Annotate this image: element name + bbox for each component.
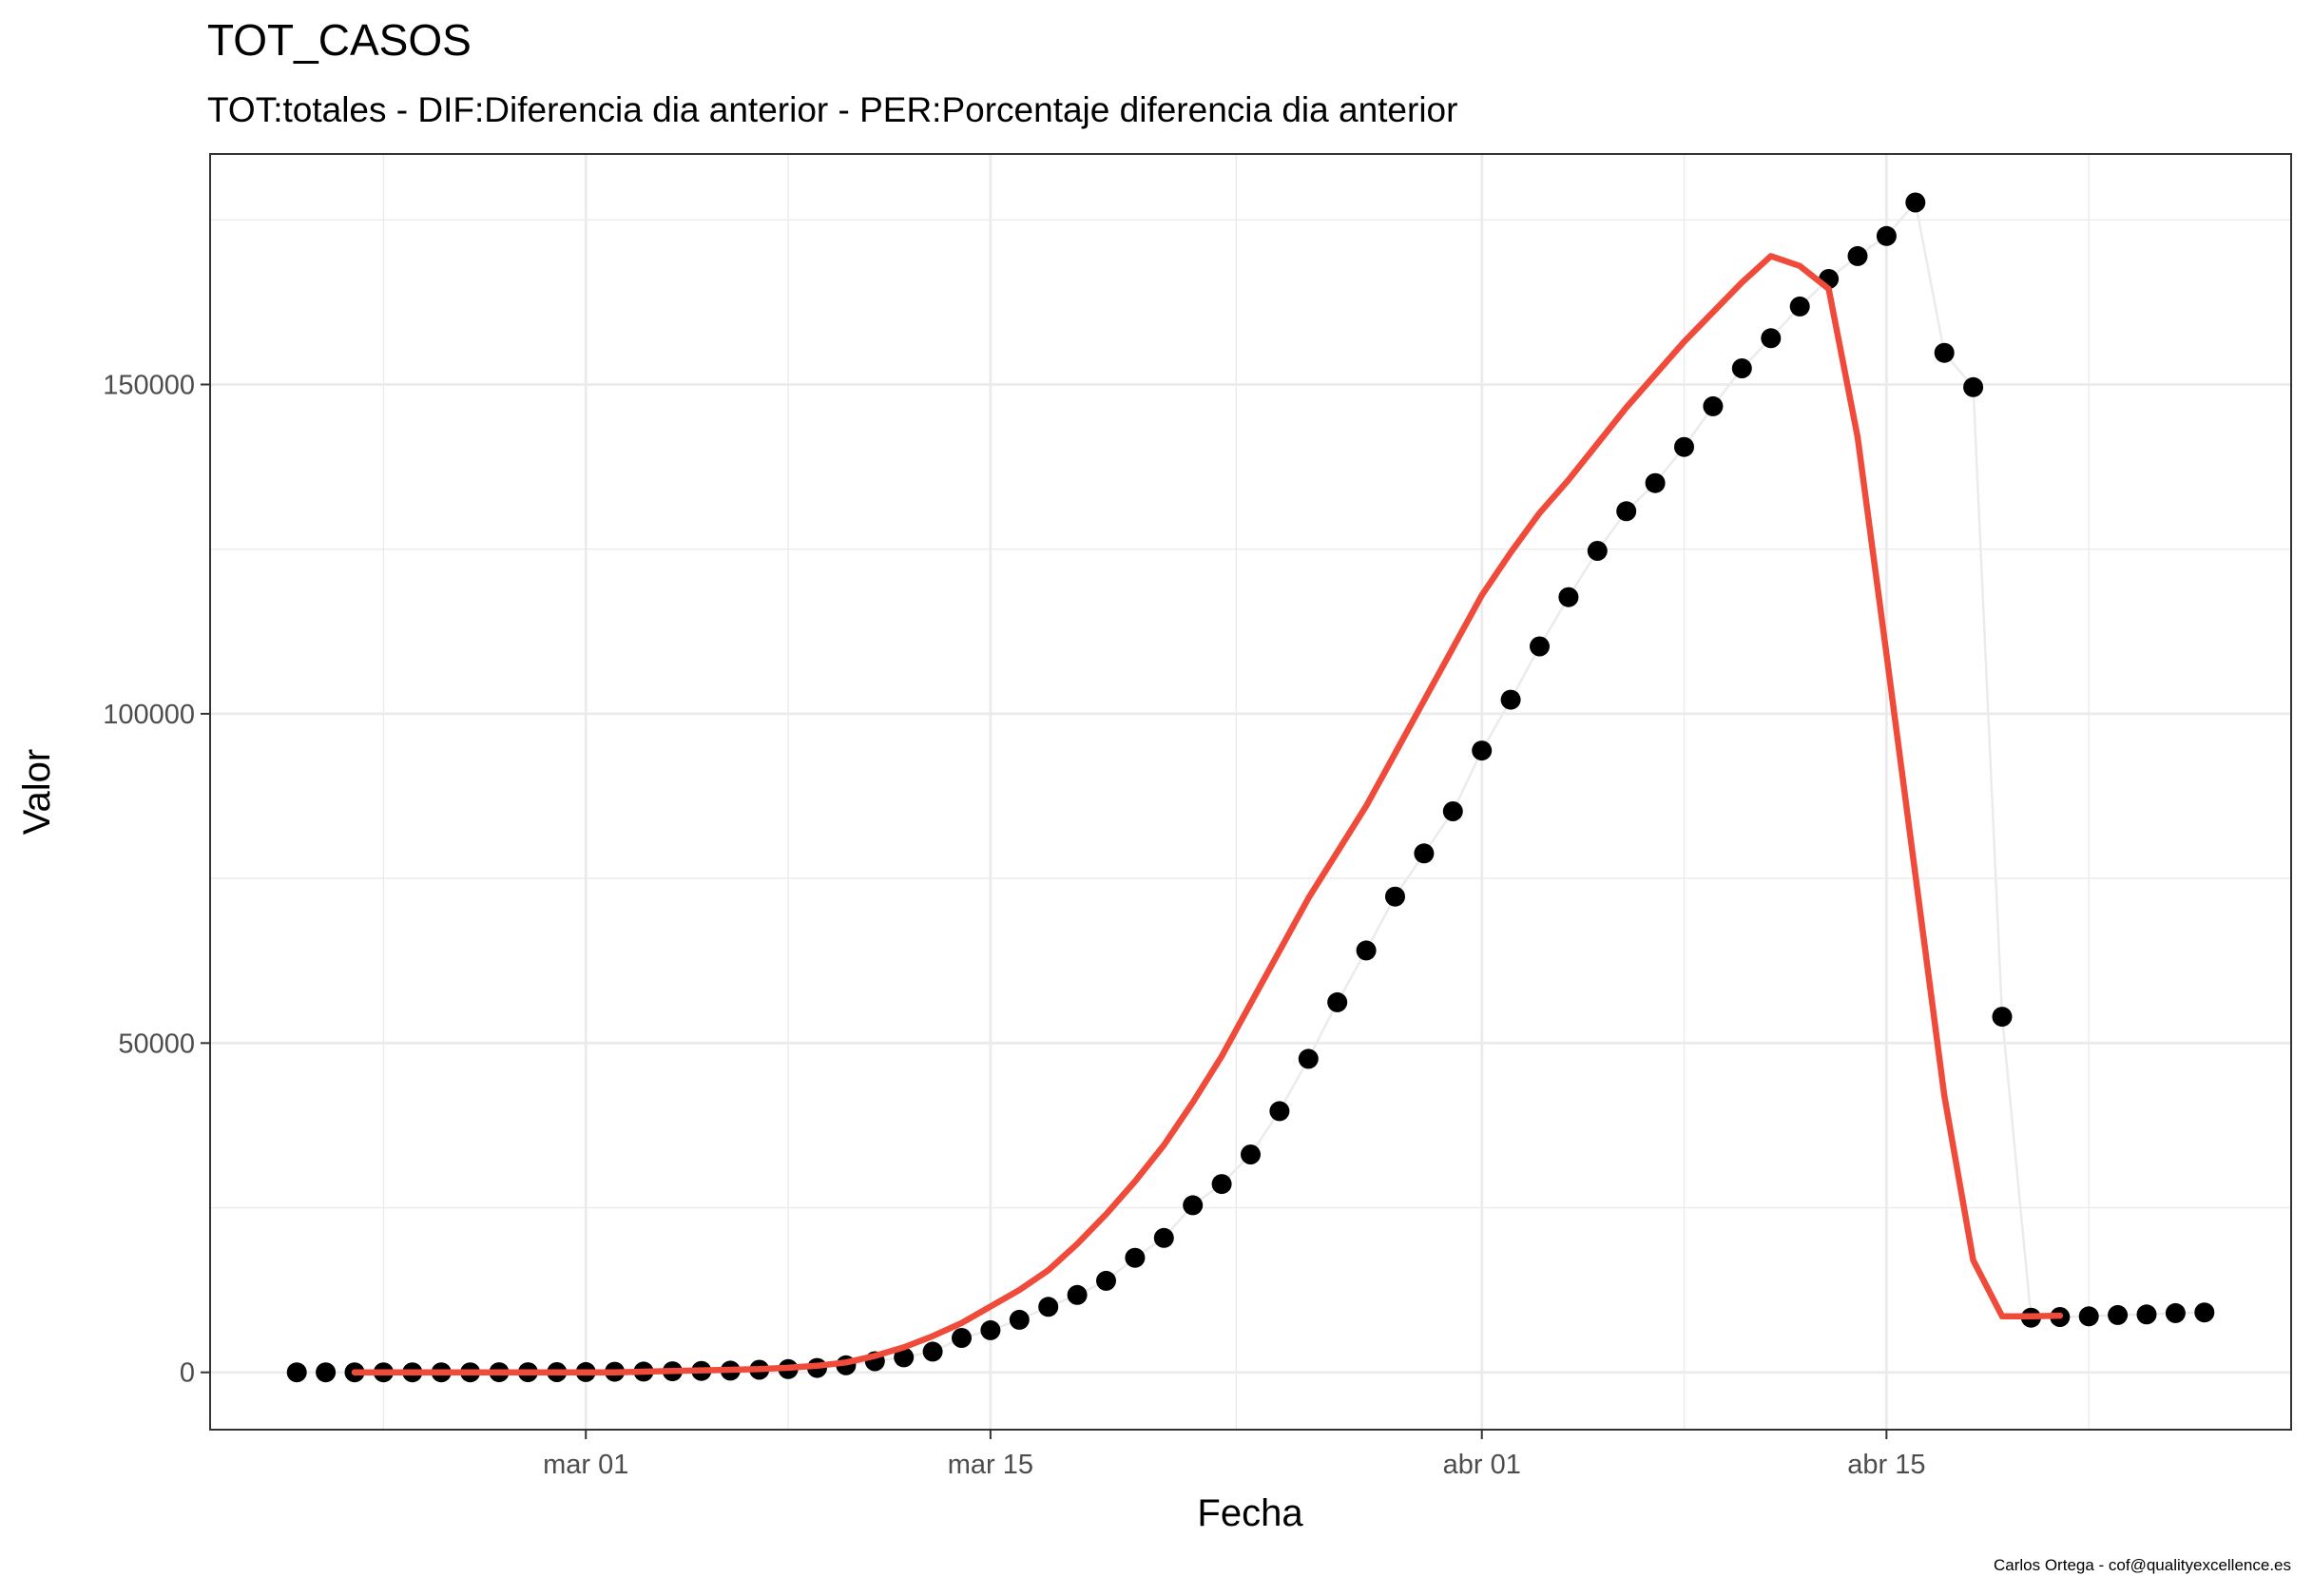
data-point <box>2078 1306 2099 1327</box>
y-axis-title: Valor <box>16 749 58 835</box>
data-point <box>1500 689 1521 710</box>
raw-data-path <box>297 200 2205 1374</box>
data-point <box>1789 296 1810 317</box>
data-point <box>1674 436 1694 457</box>
x-axis-title: Fecha <box>1197 1492 1303 1534</box>
data-point <box>286 1362 307 1383</box>
panel-border <box>209 153 2292 1431</box>
data-point <box>1731 358 1752 378</box>
data-point <box>1530 636 1550 657</box>
data-point <box>2108 1304 2129 1325</box>
data-point <box>1327 991 1348 1012</box>
data-point <box>1356 940 1377 961</box>
x-tick-label: abr 15 <box>1847 1450 1925 1480</box>
smoothed-trend-line <box>351 253 2064 1375</box>
data-point <box>1269 1101 1290 1122</box>
data-point <box>1963 376 1984 397</box>
data-point <box>1761 328 1782 349</box>
data-point <box>1385 886 1405 907</box>
data-point <box>1587 541 1608 561</box>
data-point <box>1153 1227 1174 1248</box>
data-point <box>316 1362 337 1383</box>
data-point <box>1992 1007 2013 1028</box>
data-point <box>1645 472 1666 493</box>
chart-subtitle: TOT:totales - DIF:Diferencia dia anterio… <box>207 90 1457 129</box>
data-point <box>1472 740 1493 761</box>
data-point <box>2194 1302 2215 1323</box>
data-point <box>952 1328 972 1348</box>
data-point <box>1905 192 1926 213</box>
data-point <box>922 1341 943 1362</box>
major-grid <box>210 154 2291 1430</box>
data-point <box>1067 1284 1088 1305</box>
data-point <box>1038 1297 1059 1317</box>
y-tick-label: 0 <box>180 1358 195 1389</box>
data-point <box>1125 1247 1146 1268</box>
data-point <box>1298 1048 1319 1069</box>
raw-data-line <box>297 200 2205 1374</box>
data-point <box>894 1347 915 1368</box>
data-point <box>1847 245 1868 266</box>
minor-grid <box>210 154 2291 1430</box>
data-point <box>1211 1174 1232 1195</box>
data-point <box>2165 1302 2186 1323</box>
data-point <box>1009 1309 1030 1330</box>
y-tick-label: 100000 <box>103 700 195 730</box>
data-point <box>1183 1195 1204 1216</box>
data-point <box>1442 801 1463 821</box>
data-point <box>1414 843 1435 864</box>
x-tick-label: mar 01 <box>543 1450 628 1480</box>
data-point <box>1876 225 1897 246</box>
data-point <box>2136 1304 2157 1325</box>
data-point <box>1241 1144 1261 1164</box>
caption: Carlos Ortega - cof@qualityexcellence.es <box>1994 1556 2291 1574</box>
smoothed-trend-path <box>351 253 2064 1375</box>
data-point <box>980 1319 1001 1340</box>
x-axis: mar 01 mar 15 abr 01 abr 15 <box>543 1430 1925 1480</box>
x-tick-label: mar 15 <box>948 1450 1033 1480</box>
data-point <box>1703 395 1724 416</box>
data-point <box>1558 586 1579 607</box>
data-point <box>1616 501 1637 522</box>
data-points <box>286 192 2215 1383</box>
data-point <box>1934 342 1955 363</box>
y-tick-label: 150000 <box>103 370 195 400</box>
x-tick-label: abr 01 <box>1443 1450 1521 1480</box>
y-axis: 0 50000 100000 150000 <box>103 370 210 1389</box>
chart-title: TOT_CASOS <box>207 15 472 65</box>
y-tick-label: 50000 <box>118 1029 195 1059</box>
data-point <box>1096 1270 1116 1291</box>
